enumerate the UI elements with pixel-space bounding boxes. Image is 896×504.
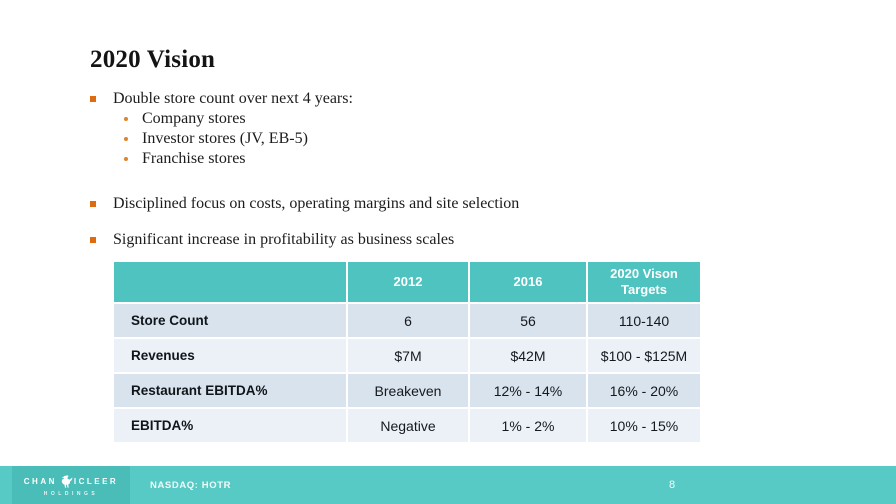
bullet-list: Double store count over next 4 years: Co…: [90, 88, 730, 250]
logo-text-right: ICLEER: [73, 476, 119, 486]
table-header-cell-targets: 2020 Vison Targets: [588, 262, 700, 302]
bullet-dot-icon: [124, 157, 128, 161]
table-header-cell-metric: [114, 262, 346, 302]
sub-bullet-text: Investor stores (JV, EB-5): [142, 130, 308, 147]
bullet-square-icon: [90, 96, 96, 102]
logo-wordmark: CHAN ICLEER: [24, 474, 118, 489]
list-item: Disciplined focus on costs, operating ma…: [90, 193, 730, 214]
table-cell: $100 - $125M: [588, 339, 700, 372]
table-row: Restaurant EBITDA% Breakeven 12% - 14% 1…: [114, 374, 700, 407]
bullet-text: Disciplined focus on costs, operating ma…: [113, 195, 520, 212]
table-cell: $42M: [470, 339, 586, 372]
row-label: EBITDA%: [114, 409, 346, 442]
table-cell: 56: [470, 304, 586, 337]
list-item: Double store count over next 4 years:: [90, 88, 730, 109]
row-label: Revenues: [114, 339, 346, 372]
bullet-dot-icon: [124, 117, 128, 121]
sub-bullet-text: Company stores: [142, 110, 246, 127]
table-header-cell-2016: 2016: [470, 262, 586, 302]
table-cell: 10% - 15%: [588, 409, 700, 442]
sub-bullet-text: Franchise stores: [142, 150, 246, 167]
company-logo: CHAN ICLEER HOLDINGS: [12, 466, 130, 504]
list-item: Significant increase in profitability as…: [90, 229, 730, 250]
table-header-row: 2012 2016 2020 Vison Targets: [114, 262, 700, 302]
table-cell: $7M: [348, 339, 468, 372]
logo-subtext: HOLDINGS: [43, 490, 99, 497]
table-cell: 110-140: [588, 304, 700, 337]
row-label: Restaurant EBITDA%: [114, 374, 346, 407]
sub-bullet-list: Company stores Investor stores (JV, EB-5…: [124, 109, 730, 169]
page-title: 2020 Vision: [90, 46, 216, 73]
list-item: Franchise stores: [124, 149, 730, 169]
list-item: Investor stores (JV, EB-5): [124, 129, 730, 149]
table-cell: Breakeven: [348, 374, 468, 407]
row-label: Store Count: [114, 304, 346, 337]
table-cell: 1% - 2%: [470, 409, 586, 442]
table-row: Store Count 6 56 110-140: [114, 304, 700, 337]
logo-text-left: CHAN: [23, 476, 57, 486]
rooster-icon: [60, 474, 73, 489]
table-header-cell-2012: 2012: [348, 262, 468, 302]
table-row: EBITDA% Negative 1% - 2% 10% - 15%: [114, 409, 700, 442]
table-cell: 12% - 14%: [470, 374, 586, 407]
bullet-dot-icon: [124, 137, 128, 141]
table-row: Revenues $7M $42M $100 - $125M: [114, 339, 700, 372]
bullet-text: Significant increase in profitability as…: [113, 231, 455, 248]
bullet-text: Double store count over next 4 years:: [113, 90, 353, 107]
page-number: 8: [668, 479, 676, 491]
table-cell: 16% - 20%: [588, 374, 700, 407]
ticker-label: NASDAQ: HOTR: [150, 479, 232, 491]
footer-bar: CHAN ICLEER HOLDINGS NASDAQ: HOTR 8: [0, 466, 896, 504]
bullet-square-icon: [90, 201, 96, 207]
table-cell: 6: [348, 304, 468, 337]
bullet-square-icon: [90, 237, 96, 243]
vision-targets-table: 2012 2016 2020 Vison Targets Store Count…: [112, 260, 702, 444]
list-item: Company stores: [124, 109, 730, 129]
table-cell: Negative: [348, 409, 468, 442]
